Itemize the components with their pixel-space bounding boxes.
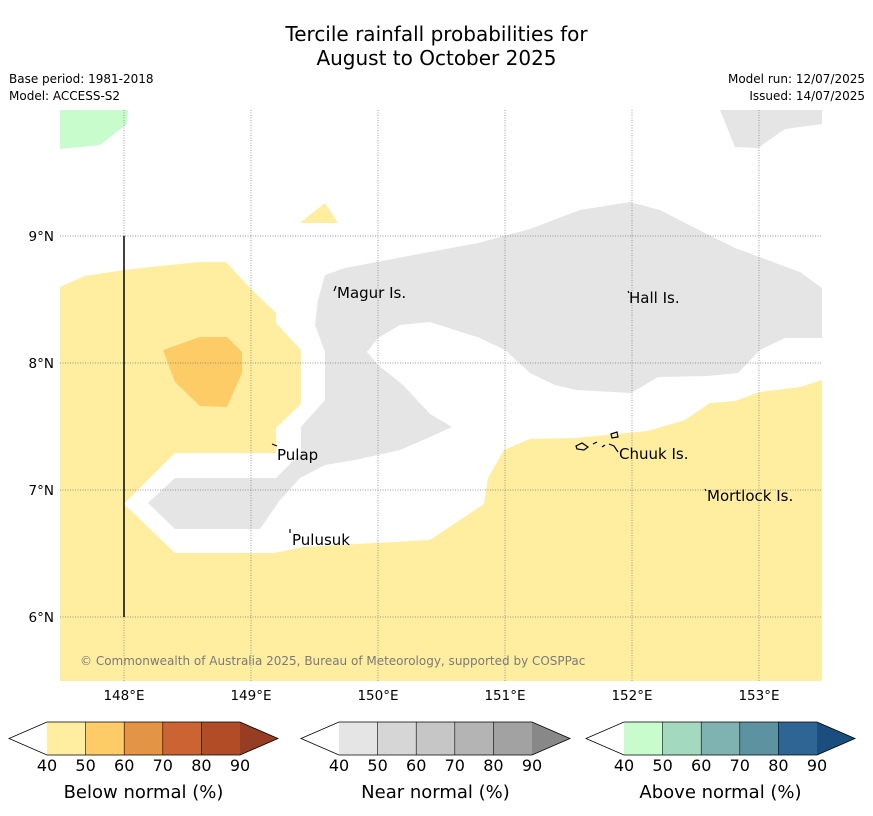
lon-label-151: 151°E xyxy=(484,688,525,704)
above-normal-outline xyxy=(584,721,857,756)
above-normal-region xyxy=(60,110,128,149)
near-normal-cell xyxy=(454,722,494,755)
model-name: Model: ACCESS-S2 xyxy=(9,89,121,103)
below-normal-tick-label: 80 xyxy=(191,756,211,775)
issued-date: Issued: 14/07/2025 xyxy=(749,89,865,103)
island-mortlock xyxy=(704,488,707,492)
below-normal-cell xyxy=(124,722,163,755)
lat-label-7: 7°N xyxy=(29,483,54,499)
near-normal-cell xyxy=(416,722,455,755)
lon-label-153: 153°E xyxy=(738,688,779,704)
copyright-text: © Commonwealth of Australia 2025, Bureau… xyxy=(80,654,585,668)
below-normal-patch xyxy=(300,203,338,223)
island-chuuk-5 xyxy=(608,443,619,453)
title-line-2: August to October 2025 xyxy=(316,46,557,70)
base-period: Base period: 1981-2018 xyxy=(9,72,154,86)
meta-left: Base period: 1981-2018 Model: ACCESS-S2 xyxy=(9,71,154,105)
above-normal-cell xyxy=(624,722,663,755)
below-normal-tick-label: 50 xyxy=(75,756,95,775)
below-normal-tick-label: 70 xyxy=(153,756,173,775)
below-normal-colorbar-title: Below normal (%) xyxy=(64,782,224,803)
meta-right: Model run: 12/07/2025 Issued: 14/07/2025 xyxy=(728,71,865,105)
above-normal-cell xyxy=(701,722,740,755)
above-normal-tick-label: 70 xyxy=(730,756,750,775)
above-normal-cell xyxy=(778,722,817,755)
title-line-1: Tercile rainfall probabilities for xyxy=(285,22,588,46)
below-normal-colorbar: 40 50 60 70 80 90 Below normal (%) xyxy=(7,721,280,803)
place-chuuk: Chuuk Is. xyxy=(619,445,688,463)
above-normal-cell xyxy=(739,722,779,755)
near-normal-tick-label: 50 xyxy=(367,756,387,775)
place-magur: Magur Is. xyxy=(337,284,406,302)
above-normal-under-arrow xyxy=(586,722,624,755)
lon-label-152: 152°E xyxy=(611,688,652,704)
lon-label-149: 149°E xyxy=(230,688,271,704)
near-normal-cell xyxy=(377,722,417,755)
near-normal-colorbar-title: Near normal (%) xyxy=(361,782,510,803)
near-normal-outline xyxy=(299,721,572,756)
above-normal-tick-label: 90 xyxy=(807,756,827,775)
below-normal-tick-label: 90 xyxy=(230,756,250,775)
near-normal-tick-label: 60 xyxy=(406,756,426,775)
island-chuuk-1 xyxy=(575,442,590,451)
below-normal-under-arrow xyxy=(9,722,47,755)
below-normal-tick-label: 60 xyxy=(114,756,134,775)
near-normal-region-ne xyxy=(720,110,822,148)
lat-label-6: 6°N xyxy=(29,610,54,626)
near-normal-over-arrow xyxy=(532,722,570,755)
map-panel: Magur Is. Hall Is. Pulap Chuuk Is. Mortl… xyxy=(60,110,822,681)
island-chuuk-3 xyxy=(601,444,606,448)
island-chuuk-2 xyxy=(592,441,598,445)
colorbars: 40 50 60 70 80 90 Below normal (%) 40 50 60 70 80 90… xyxy=(7,721,857,803)
lat-label-9: 9°N xyxy=(29,229,54,245)
place-hall: Hall Is. xyxy=(629,289,680,307)
near-normal-tick-label: 90 xyxy=(522,756,542,775)
above-normal-tick-label: 40 xyxy=(614,756,634,775)
place-pulap: Pulap xyxy=(277,446,318,464)
below-normal-50-60 xyxy=(163,337,242,407)
model-run: Model run: 12/07/2025 xyxy=(727,72,865,86)
above-normal-tick-label: 80 xyxy=(768,756,788,775)
below-normal-cell xyxy=(85,722,125,755)
near-normal-tick-label: 80 xyxy=(483,756,503,775)
near-normal-tick-label: 40 xyxy=(329,756,349,775)
island-pulap xyxy=(271,443,278,447)
island-magur xyxy=(333,285,337,292)
near-normal-under-arrow xyxy=(301,722,339,755)
near-normal-tick-label: 70 xyxy=(445,756,465,775)
island-hall xyxy=(627,290,630,294)
island-marks xyxy=(271,285,707,533)
above-normal-cell xyxy=(662,722,702,755)
place-mortlock: Mortlock Is. xyxy=(707,487,793,505)
above-normal-over-arrow xyxy=(817,722,855,755)
above-normal-colorbar: 40 50 60 70 80 90 Above normal (%) xyxy=(584,721,857,803)
island-chuuk-4 xyxy=(610,431,619,439)
below-normal-cell xyxy=(162,722,202,755)
below-normal-cell xyxy=(201,722,240,755)
below-normal-region xyxy=(60,262,822,681)
below-normal-outline xyxy=(7,721,280,756)
lon-label-148: 148°E xyxy=(103,688,144,704)
near-normal-region-north xyxy=(148,202,822,529)
near-normal-cell xyxy=(493,722,532,755)
near-normal-colorbar: 40 50 60 70 80 90 Near normal (%) xyxy=(299,721,572,803)
place-pulusuk: Pulusuk xyxy=(292,531,350,549)
lat-label-8: 8°N xyxy=(29,356,54,372)
lon-label-150: 150°E xyxy=(357,688,398,704)
below-normal-over-arrow xyxy=(240,722,278,755)
above-normal-tick-label: 50 xyxy=(652,756,672,775)
below-normal-cell xyxy=(47,722,86,755)
map-title: Tercile rainfall probabilities for Augus… xyxy=(0,22,873,70)
above-normal-colorbar-title: Above normal (%) xyxy=(639,782,801,803)
above-normal-tick-label: 60 xyxy=(691,756,711,775)
below-normal-tick-label: 40 xyxy=(37,756,57,775)
near-normal-cell xyxy=(339,722,378,755)
